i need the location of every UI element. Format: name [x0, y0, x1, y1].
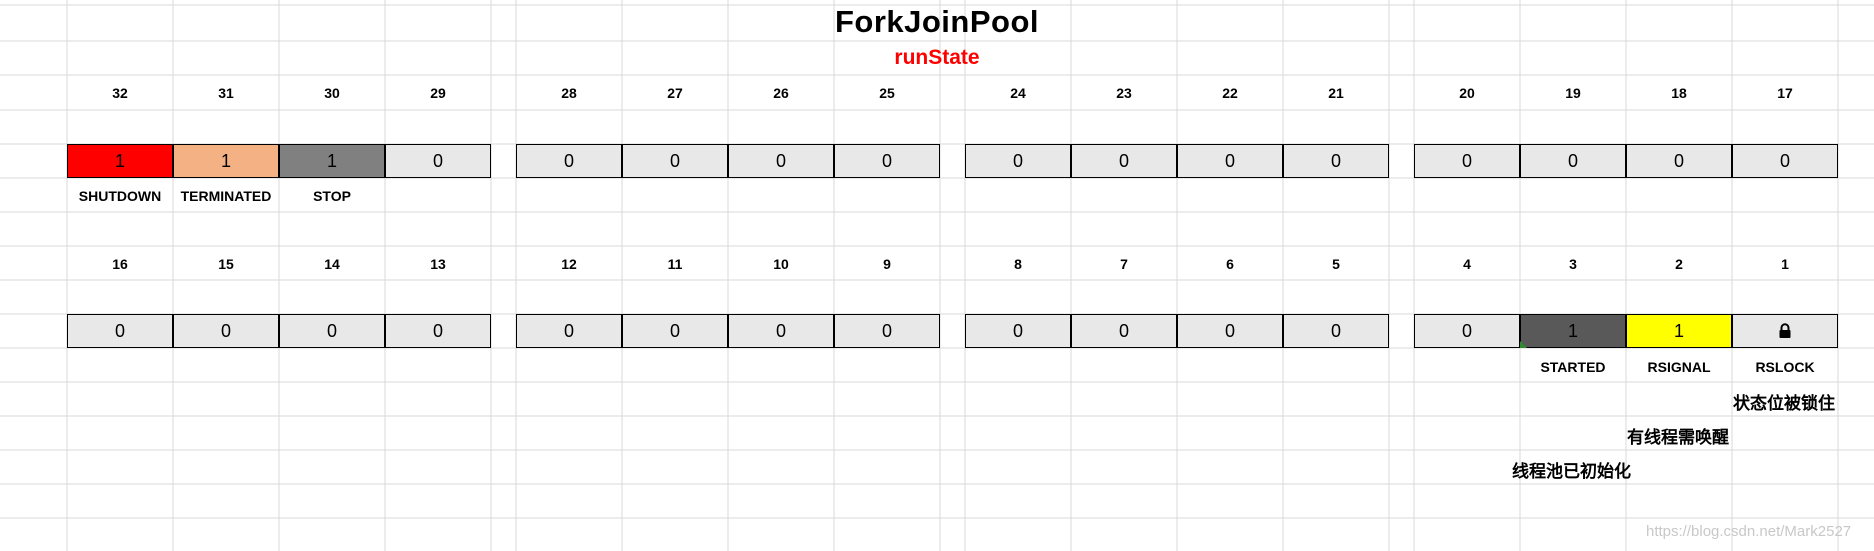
page-subtitle: runState: [894, 46, 980, 69]
bit-cell-rsignal[interactable]: 1: [1626, 314, 1732, 348]
bit-cell[interactable]: 0: [279, 314, 385, 348]
bit-cell[interactable]: 0: [622, 144, 728, 178]
bit-number: 21: [1328, 85, 1344, 101]
bit-cell[interactable]: 0: [834, 314, 940, 348]
bit-number: 15: [218, 256, 234, 272]
bit-number: 6: [1226, 256, 1234, 272]
note-rsignal: 有线程需唤醒: [1627, 428, 1729, 447]
bit-number: 13: [430, 256, 446, 272]
bit-number: 12: [561, 256, 577, 272]
bit-cell[interactable]: 0: [965, 314, 1071, 348]
bit-number: 14: [324, 256, 340, 272]
bit-cell[interactable]: 0: [728, 144, 834, 178]
bit-cell-rslock[interactable]: [1732, 314, 1838, 348]
bit-number: 8: [1014, 256, 1022, 272]
bit-number: 5: [1332, 256, 1340, 272]
bit-cell[interactable]: 0: [1520, 144, 1626, 178]
bit-number: 27: [667, 85, 683, 101]
bit-cell[interactable]: 0: [1283, 314, 1389, 348]
bit-number: 7: [1120, 256, 1128, 272]
bit-number: 9: [883, 256, 891, 272]
bit-cell-started[interactable]: 1: [1520, 314, 1626, 348]
bit-cell[interactable]: 0: [622, 314, 728, 348]
bit-cell-stop[interactable]: 1: [279, 144, 385, 178]
bit-number: 28: [561, 85, 577, 101]
bit-number: 4: [1463, 256, 1471, 272]
bit-cell[interactable]: 0: [1177, 314, 1283, 348]
bit-cell[interactable]: 0: [385, 314, 491, 348]
bit-cell[interactable]: 0: [728, 314, 834, 348]
bit-number: 24: [1010, 85, 1026, 101]
label-started: STARTED: [1540, 359, 1606, 375]
bit-number: 11: [667, 256, 683, 272]
label-stop: STOP: [313, 188, 351, 204]
bit-number: 18: [1671, 85, 1687, 101]
bit-cell[interactable]: 0: [1177, 144, 1283, 178]
bit-number: 31: [218, 85, 234, 101]
bit-number: 23: [1116, 85, 1132, 101]
bit-number: 29: [430, 85, 446, 101]
bit-number: 3: [1569, 256, 1577, 272]
bit-number: 20: [1459, 85, 1475, 101]
bit-number: 17: [1777, 85, 1793, 101]
bit-number: 26: [773, 85, 789, 101]
bit-cell[interactable]: 0: [1414, 144, 1520, 178]
bit-number: 19: [1565, 85, 1581, 101]
label-rsignal: RSIGNAL: [1647, 359, 1711, 375]
page-title: ForkJoinPool: [834, 4, 1040, 39]
bit-cell[interactable]: 0: [67, 314, 173, 348]
bit-cell[interactable]: 0: [385, 144, 491, 178]
bit-cell[interactable]: 0: [1626, 144, 1732, 178]
bit-cell[interactable]: 0: [1414, 314, 1520, 348]
bit-cell-shutdown[interactable]: 1: [67, 144, 173, 178]
bit-cell[interactable]: 0: [516, 144, 622, 178]
bit-cell[interactable]: 0: [1071, 144, 1177, 178]
bit-number: 1: [1781, 256, 1789, 272]
label-shutdown: SHUTDOWN: [78, 188, 162, 204]
note-started: 线程池已初始化: [1512, 462, 1631, 481]
bit-number: 30: [324, 85, 340, 101]
bit-cell[interactable]: 0: [173, 314, 279, 348]
bit-cell[interactable]: 0: [1283, 144, 1389, 178]
bit-number: 22: [1222, 85, 1238, 101]
bit-number: 10: [773, 256, 789, 272]
bit-number: 16: [112, 256, 128, 272]
bit-cell[interactable]: 0: [1071, 314, 1177, 348]
bit-cell-terminated[interactable]: 1: [173, 144, 279, 178]
lock-icon: [1779, 323, 1791, 338]
bit-number: 2: [1675, 256, 1683, 272]
bit-cell[interactable]: 0: [834, 144, 940, 178]
label-rslock: RSLOCK: [1755, 359, 1815, 375]
bit-cell[interactable]: 0: [516, 314, 622, 348]
bit-number: 25: [879, 85, 895, 101]
bit-cell[interactable]: 0: [965, 144, 1071, 178]
note-rslock: 状态位被锁住: [1733, 394, 1835, 413]
comment-marker: [1520, 341, 1527, 348]
label-terminated: TERMINATED: [180, 188, 272, 204]
bit-cell[interactable]: 0: [1732, 144, 1838, 178]
watermark: https://blog.csdn.net/Mark2527: [1646, 523, 1852, 540]
bit-number: 32: [112, 85, 128, 101]
